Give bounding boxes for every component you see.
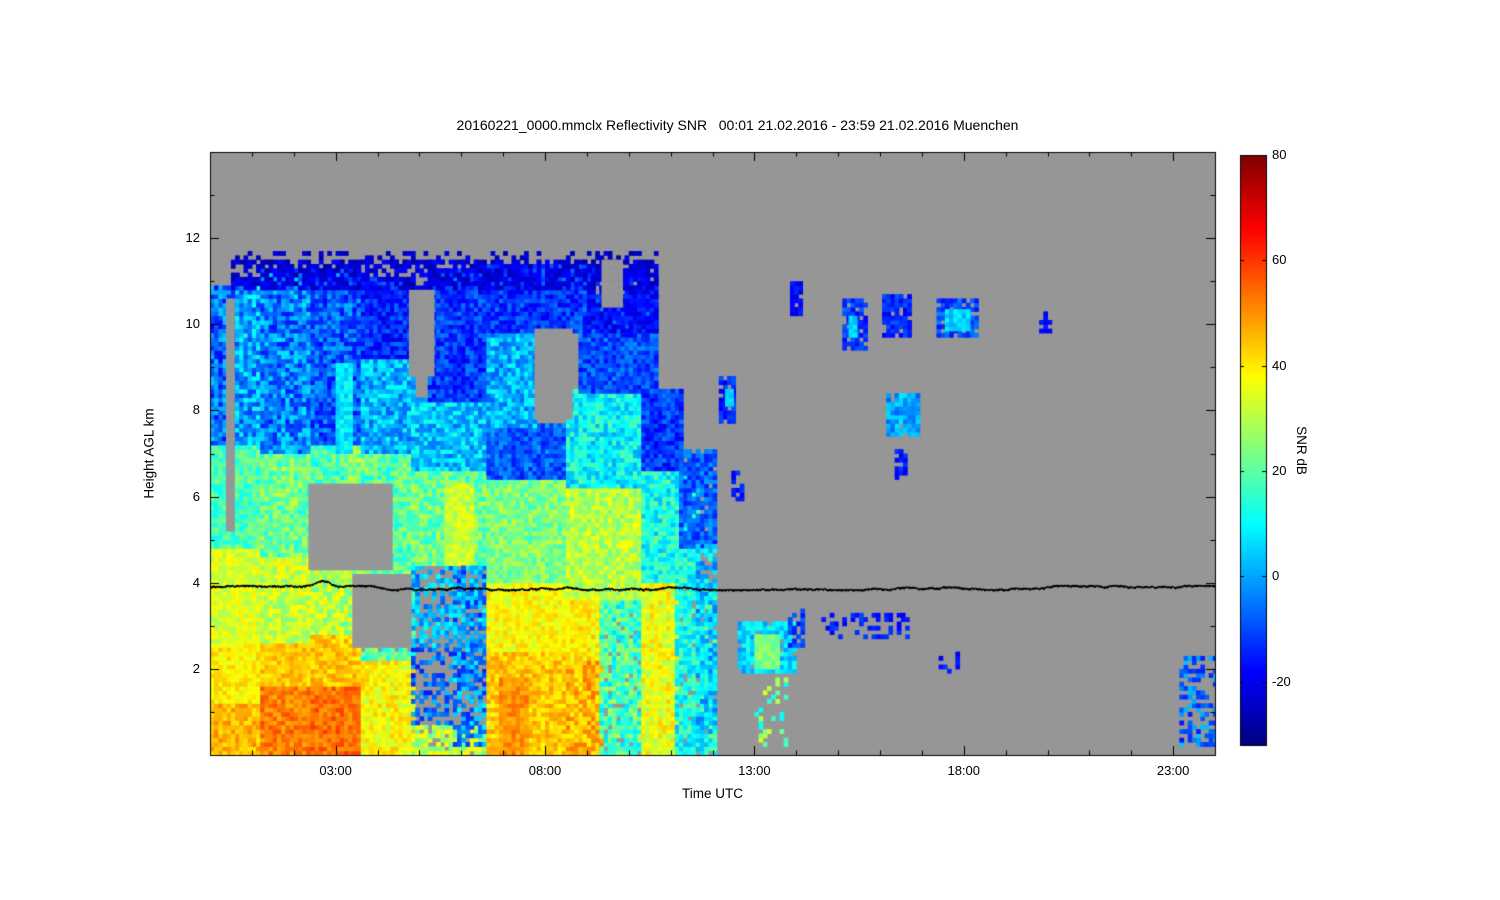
x-tick-label: 18:00 [947,763,981,778]
y-axis-label-text: Height AGL km [141,408,157,499]
y-tick-label: 6 [192,488,200,504]
y-tick-label: 8 [192,402,200,418]
chart-title: 20160221_0000.mmclx Reflectivity SNR 00:… [456,117,1019,133]
y-tick-label: 2 [192,660,200,676]
colorbar-tick-label: 60 [1272,252,1287,268]
y-tick-label: 10 [185,316,200,332]
colorbar-tick-label: -20 [1272,673,1291,689]
y-tick-label: 4 [192,574,200,590]
x-tick-label: 13:00 [738,763,771,778]
x-tick-label: 23:00 [1156,763,1190,778]
x-tick-label: 08:00 [528,763,562,778]
colorbar-tick-label: 80 [1272,147,1287,162]
y-tick-label: 12 [185,230,200,246]
colorbar-label: SNR dB [1290,155,1312,745]
colorbar-tick-label: 0 [1272,568,1280,584]
x-axis-label: Time UTC [682,786,743,801]
colorbar-tick-label: 20 [1272,463,1287,479]
x-tick-label: 03:00 [319,763,352,778]
colorbar-tick-label: 40 [1272,357,1287,373]
